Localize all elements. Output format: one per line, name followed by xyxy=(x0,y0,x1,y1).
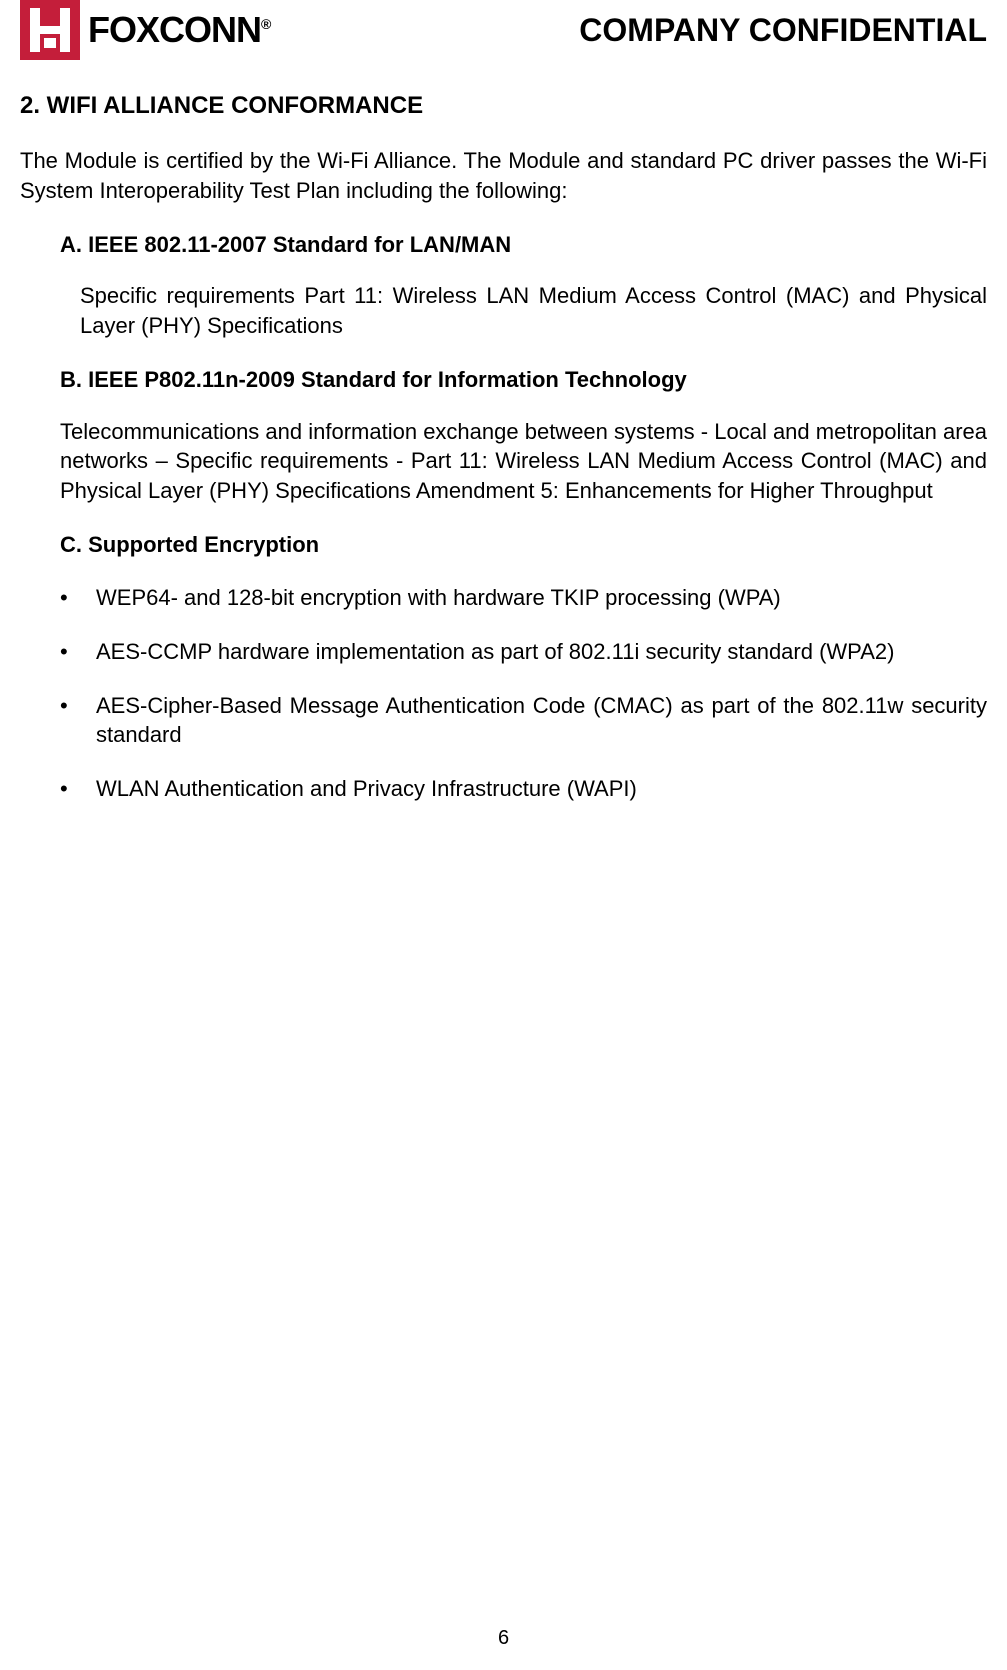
logo-text: FOXCONN® xyxy=(88,9,270,51)
list-item: AES-Cipher-Based Message Authentication … xyxy=(60,691,987,750)
foxconn-logo-icon xyxy=(20,0,80,60)
page-header: FOXCONN® COMPANY CONFIDENTIAL xyxy=(0,0,1007,70)
subsection-c-title: C. Supported Encryption xyxy=(60,530,987,560)
company-confidential: COMPANY CONFIDENTIAL xyxy=(579,12,987,49)
list-item: WEP64- and 128-bit encryption with hardw… xyxy=(60,583,987,613)
section-title: 2. WIFI ALLIANCE CONFORMANCE xyxy=(20,90,987,122)
subsection-b-title: B. IEEE P802.11n-2009 Standard for Infor… xyxy=(60,365,987,395)
list-item: WLAN Authentication and Privacy Infrastr… xyxy=(60,774,987,804)
logo: FOXCONN® xyxy=(20,0,270,60)
list-item: AES-CCMP hardware implementation as part… xyxy=(60,637,987,667)
subsection-a-title: A. IEEE 802.11-2007 Standard for LAN/MAN xyxy=(60,230,987,260)
subsection-c: C. Supported Encryption xyxy=(60,530,987,560)
subsection-b-body: Telecommunications and information excha… xyxy=(60,417,987,506)
subsection-a: A. IEEE 802.11-2007 Standard for LAN/MAN… xyxy=(60,230,987,341)
intro-text: The Module is certified by the Wi-Fi All… xyxy=(20,146,987,205)
page-content: 2. WIFI ALLIANCE CONFORMANCE The Module … xyxy=(0,70,1007,804)
encryption-list: WEP64- and 128-bit encryption with hardw… xyxy=(60,583,987,803)
subsection-a-body: Specific requirements Part 11: Wireless … xyxy=(80,281,987,340)
subsection-b: B. IEEE P802.11n-2009 Standard for Infor… xyxy=(60,365,987,506)
page-number: 6 xyxy=(0,1627,1007,1650)
